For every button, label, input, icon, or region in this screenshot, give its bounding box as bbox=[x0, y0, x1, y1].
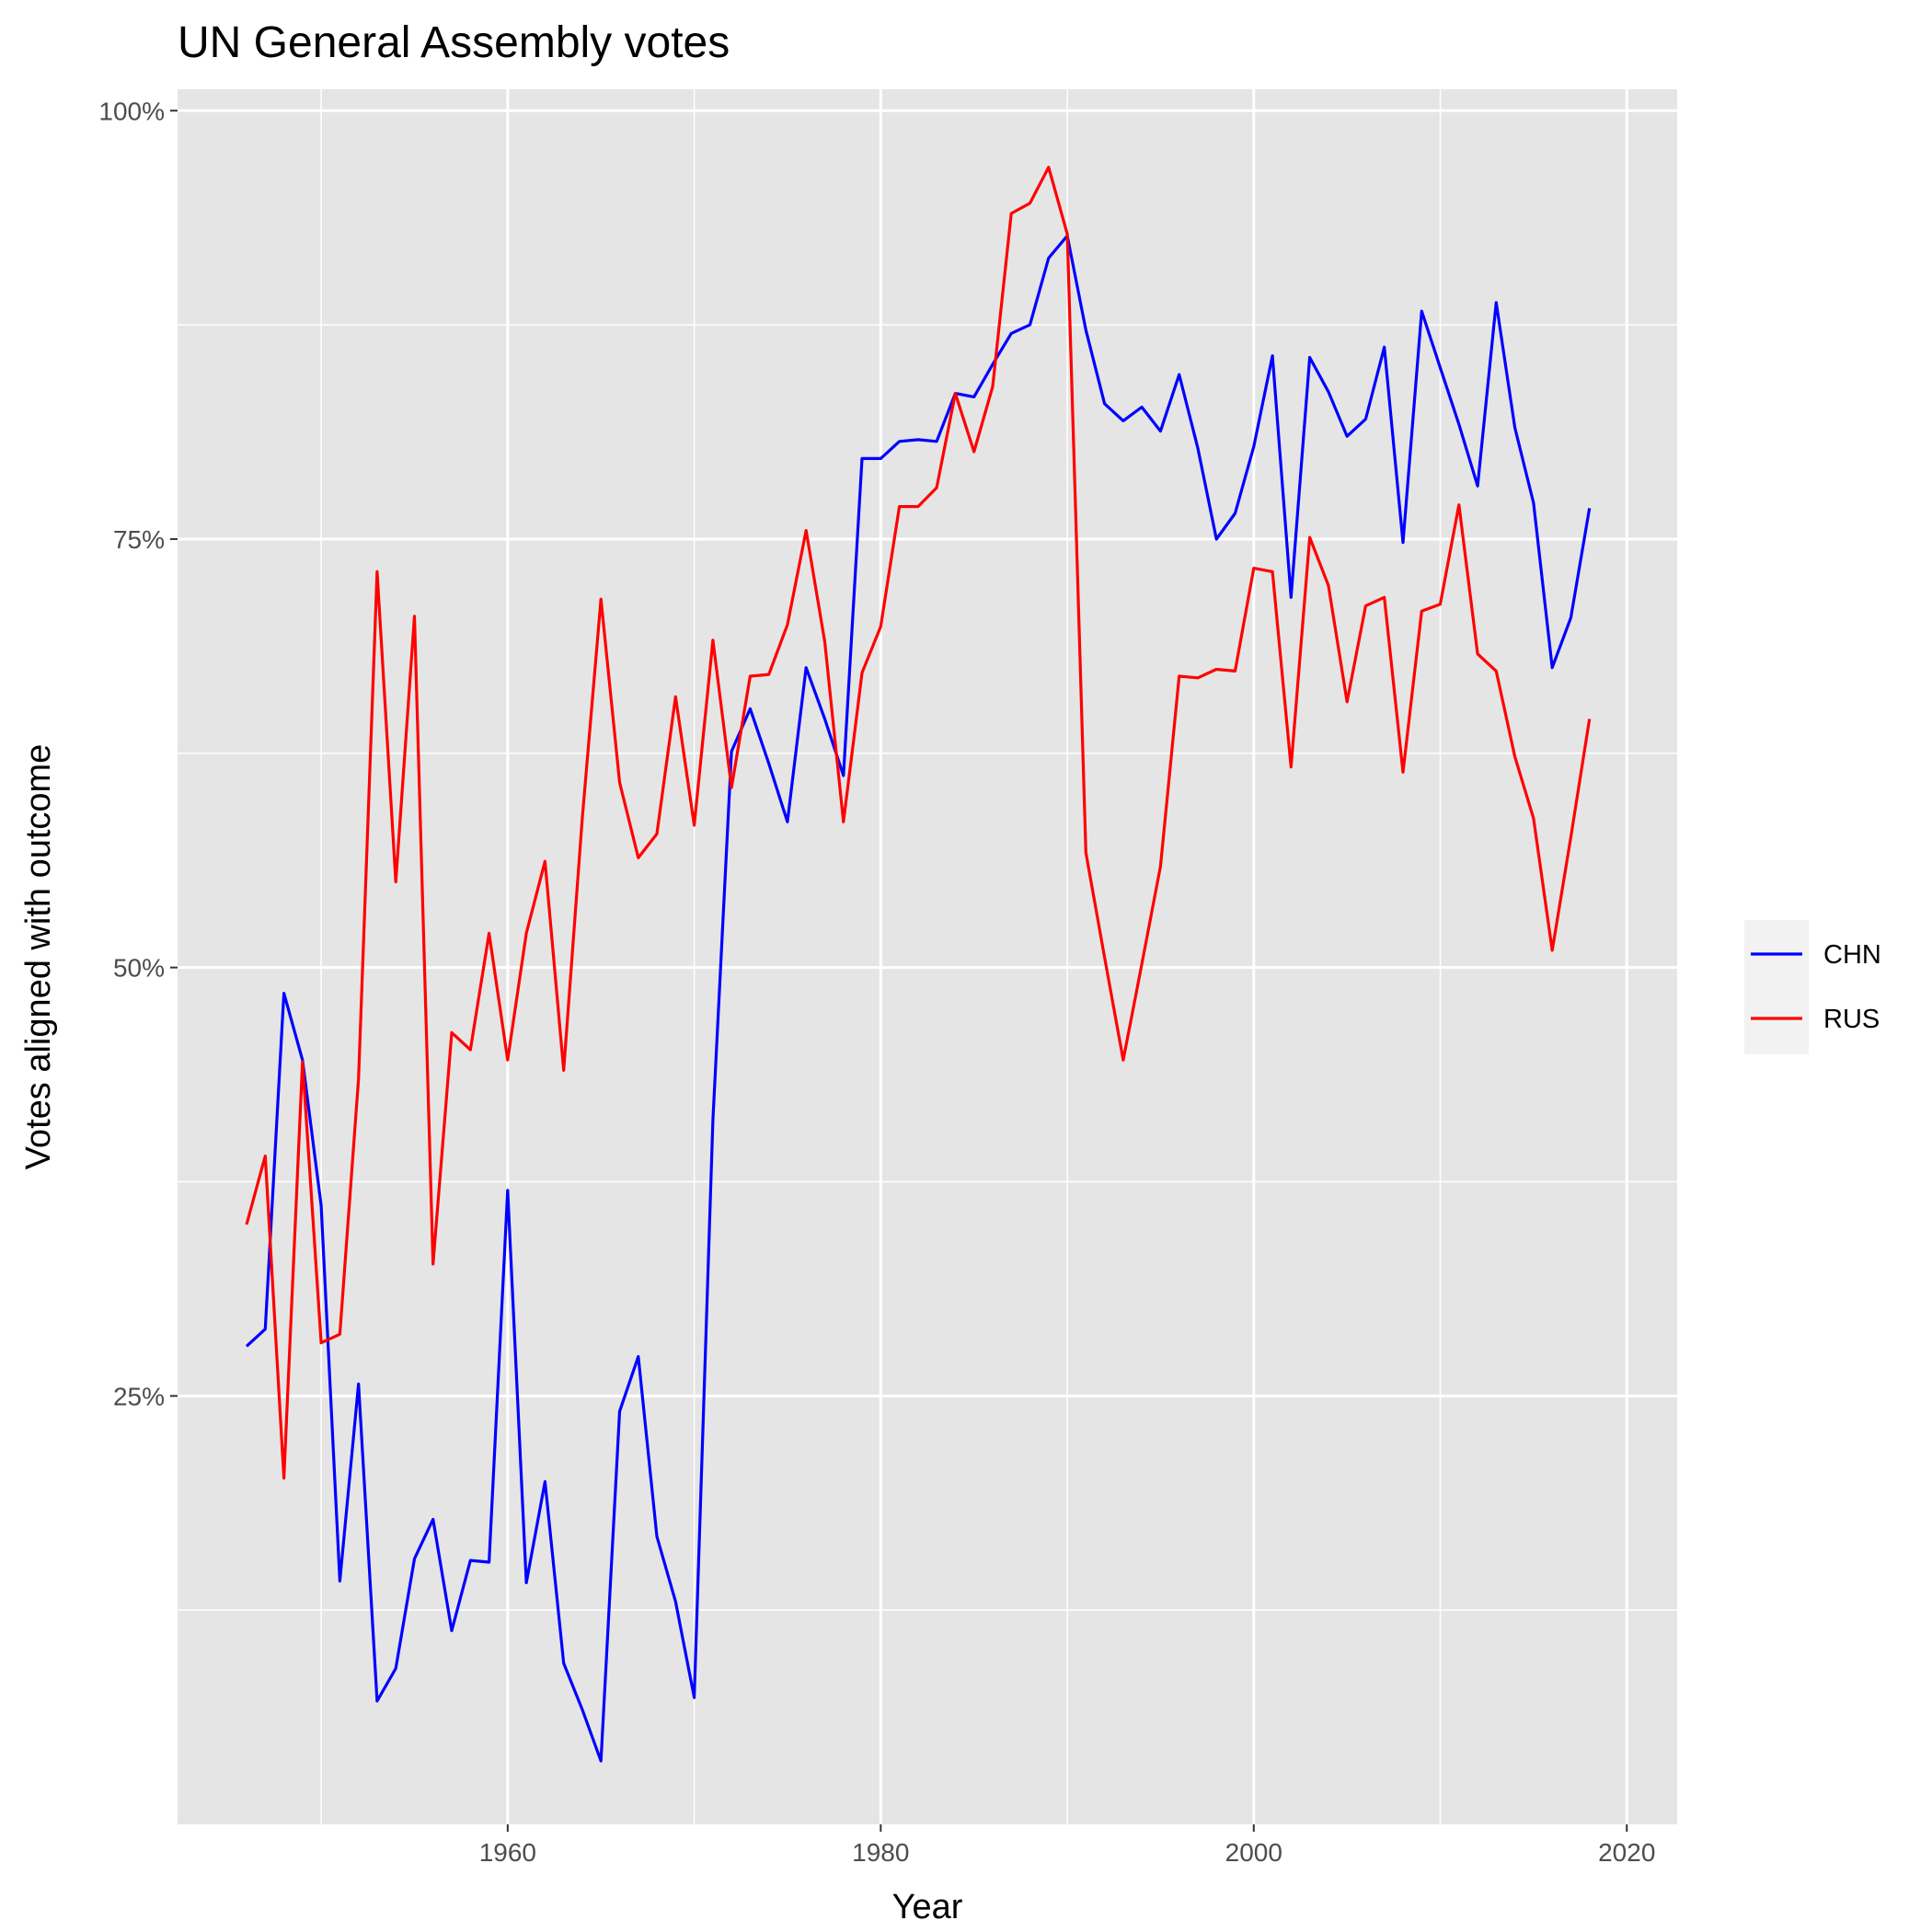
x-tick-label: 1980 bbox=[852, 1838, 909, 1867]
y-tick-label: 25% bbox=[113, 1382, 165, 1410]
series-line-chn bbox=[245, 234, 1592, 1763]
legend-label-chn: CHN bbox=[1823, 940, 1881, 970]
y-tick-label: 50% bbox=[113, 954, 165, 983]
x-tick-label: 1960 bbox=[479, 1838, 536, 1867]
y-axis-title: Votes aligned with outcome bbox=[19, 744, 58, 1170]
x-axis: 1960 1980 2000 2020 bbox=[479, 1824, 1655, 1867]
y-tick-label: 75% bbox=[113, 525, 165, 554]
minor-gridlines bbox=[178, 89, 1677, 1824]
chart-title: UN General Assembly votes bbox=[178, 18, 730, 67]
series-line-rus bbox=[245, 166, 1592, 1480]
plot-panel bbox=[178, 89, 1677, 1824]
x-tick-label: 2020 bbox=[1598, 1838, 1655, 1867]
y-tick-label: 100% bbox=[98, 97, 165, 125]
x-axis-title: Year bbox=[892, 1888, 963, 1926]
series-lines bbox=[245, 166, 1592, 1763]
y-axis: 25% 50% 75% 100% bbox=[98, 97, 178, 1410]
legend-background bbox=[1744, 920, 1809, 1054]
major-gridlines bbox=[178, 89, 1677, 1824]
legend: CHN RUS bbox=[1744, 920, 1881, 1054]
legend-label-rus: RUS bbox=[1823, 1005, 1880, 1034]
x-tick-label: 2000 bbox=[1225, 1838, 1282, 1867]
